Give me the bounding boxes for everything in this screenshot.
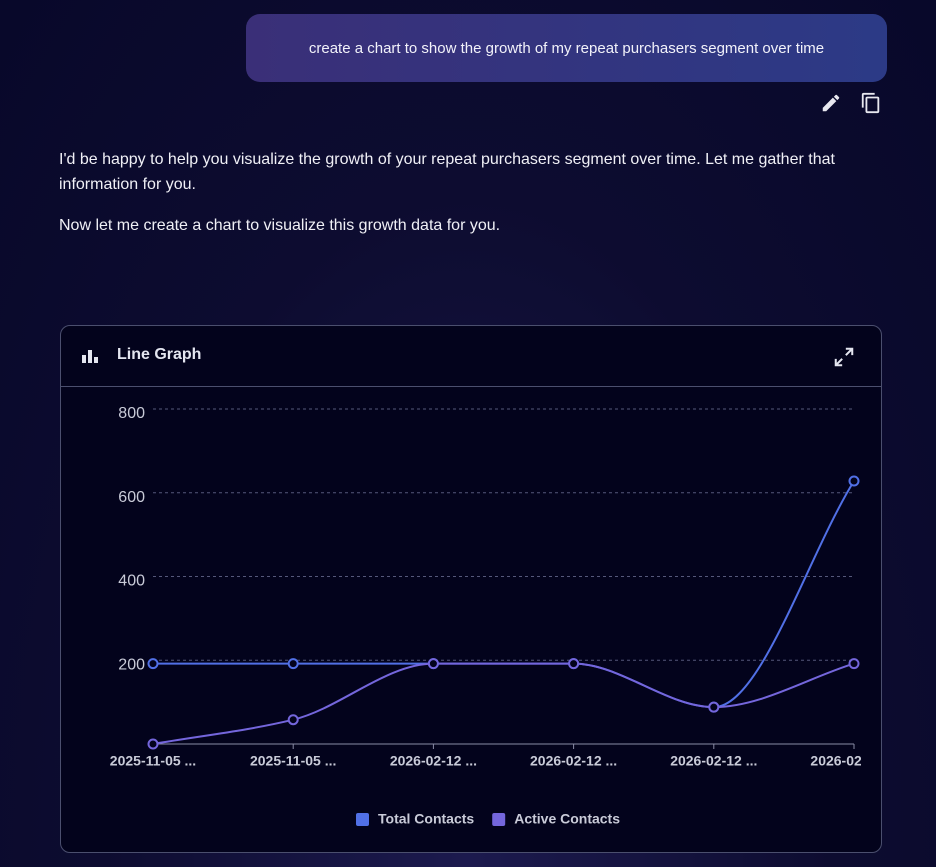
- point: [848, 475, 860, 487]
- point: [427, 658, 439, 670]
- x-tick-label: 2026-02-12 ...: [530, 753, 617, 769]
- point: [147, 738, 159, 750]
- copy-button[interactable]: [860, 92, 882, 114]
- line: [152, 662, 855, 745]
- chart-card: Line Graph 200 400 600 800 2025-11-05 ... 202…: [60, 325, 882, 853]
- point: [287, 714, 299, 726]
- edit-button[interactable]: [820, 92, 842, 114]
- point: [708, 701, 720, 713]
- y-tick-label: 600: [118, 489, 145, 506]
- point: [287, 658, 299, 670]
- chart-title: Line Graph: [117, 346, 202, 363]
- legend-swatch: [356, 813, 369, 826]
- x-tick-label: 2026-02-12 ...: [810, 753, 881, 769]
- legend-label: Total Contacts: [378, 811, 474, 827]
- assistant-message: I'd be happy to help you visualize the g…: [59, 151, 835, 193]
- x-labels: 2025-11-05 ... 2025-11-05 ... 2026-02-12 .…: [110, 753, 881, 769]
- line: [152, 480, 855, 709]
- chart-icon: [82, 350, 98, 363]
- x-tick-label: 2025-11-05 ...: [250, 753, 336, 769]
- user-message: create a chart to show the growth of my …: [246, 14, 887, 82]
- x-tick-label: 2025-11-05 ...: [110, 753, 196, 769]
- y-tick-label: 200: [118, 656, 145, 673]
- assistant-message: Now let me create a chart to visualize t…: [59, 217, 501, 234]
- x-tick-label: 2026-02-12 ...: [390, 753, 477, 769]
- y-tick-label: 400: [118, 573, 145, 590]
- point: [568, 658, 580, 670]
- x-tick-label: 2026-02-12 ...: [670, 753, 757, 769]
- legend-label: Active Contacts: [514, 811, 620, 827]
- point: [848, 658, 860, 670]
- point: [147, 658, 159, 670]
- expand-button[interactable]: [833, 346, 855, 368]
- y-tick-label: 800: [118, 405, 145, 422]
- legend-swatch: [492, 813, 506, 826]
- card-header: Line Graph: [61, 326, 881, 387]
